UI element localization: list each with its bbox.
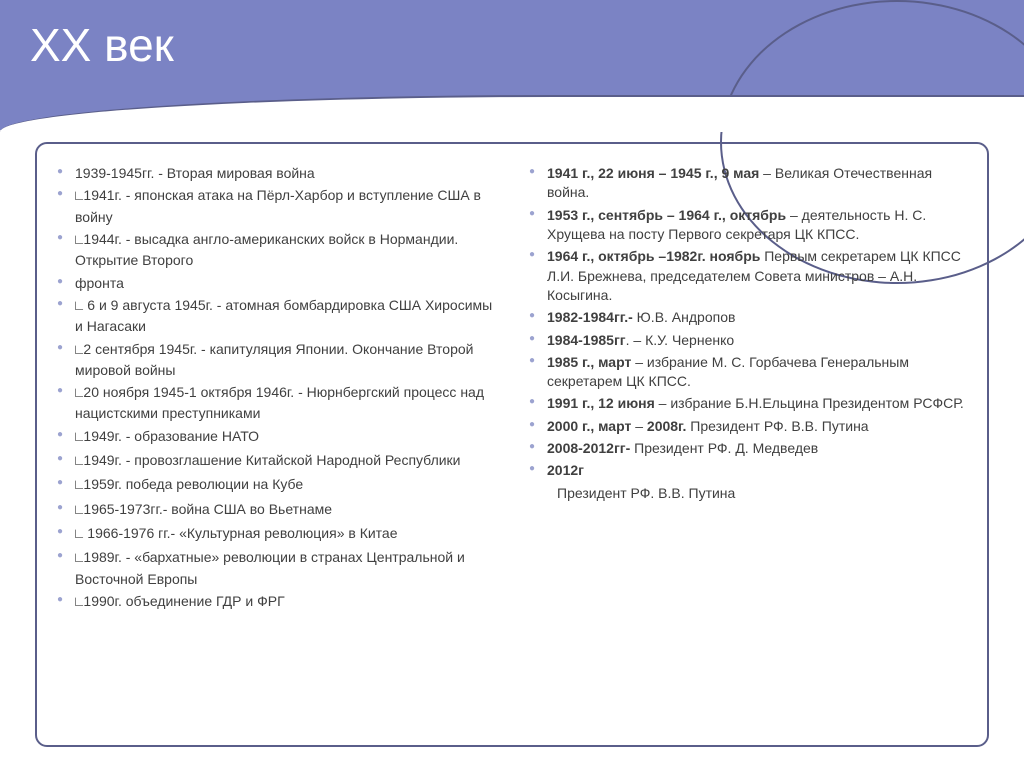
list-item: 1939-1945гг. - Вторая мировая война	[55, 164, 497, 183]
list-item: ∟1959г. победа революции на Кубе	[55, 475, 497, 496]
content-frame: 1939-1945гг. - Вторая мировая война ∟1941…	[35, 142, 989, 747]
list-item: 1991 г., 12 июня – избрание Б.Н.Ельцина …	[527, 394, 969, 413]
list-item: 1964 г., октябрь –1982г. ноябрь Первым с…	[527, 247, 969, 305]
list-item: ∟1990г. объединение ГДР и ФРГ	[55, 592, 497, 613]
list-item: Президент РФ. В.В. Путина	[527, 484, 969, 503]
slide-title: XX век	[30, 18, 174, 72]
list-item: ∟1941г. - японская атака на Пёрл-Харбор …	[55, 186, 497, 227]
slide-header: XX век	[0, 0, 1024, 130]
list-item: 2000 г., март – 2008г. Президент РФ. В.В…	[527, 417, 969, 436]
list-item: ∟1989г. - «бархатные» революции в страна…	[55, 548, 497, 589]
list-item: ∟1965-1973гг.- война США во Вьетнаме	[55, 500, 497, 521]
list-item: 2008-2012гг- Президент РФ. Д. Медведев	[527, 439, 969, 458]
list-item: ∟ 6 и 9 августа 1945г. - атомная бомбард…	[55, 296, 497, 337]
list-item: ∟ 1966-1976 гг.- «Культурная революция» …	[55, 524, 497, 545]
list-item: ∟20 ноября 1945-1 октября 1946г. - Нюрнб…	[55, 383, 497, 424]
list-item: 1982-1984гг.- Ю.В. Андропов	[527, 308, 969, 327]
list-item: 1941 г., 22 июня – 1945 г., 9 мая – Вели…	[527, 164, 969, 203]
list-item: 2012г	[527, 461, 969, 480]
list-item: 1985 г., март – избрание М. С. Горбачева…	[527, 353, 969, 392]
list-item: 1984-1985гг. – К.У. Черненко	[527, 331, 969, 350]
left-column: 1939-1945гг. - Вторая мировая война ∟1941…	[55, 164, 497, 725]
list-item: фронта	[55, 274, 497, 293]
list-item: ∟1949г. - образование НАТО	[55, 427, 497, 448]
list-item: ∟2 сентября 1945г. - капитуляция Японии.…	[55, 340, 497, 381]
right-column: 1941 г., 22 июня – 1945 г., 9 мая – Вели…	[527, 164, 969, 725]
list-item: ∟1944г. - высадка англо-американских вой…	[55, 230, 497, 271]
list-item: ∟1949г. - провозглашение Китайской Народ…	[55, 451, 497, 472]
list-item: 1953 г., сентябрь – 1964 г., октябрь – д…	[527, 206, 969, 245]
